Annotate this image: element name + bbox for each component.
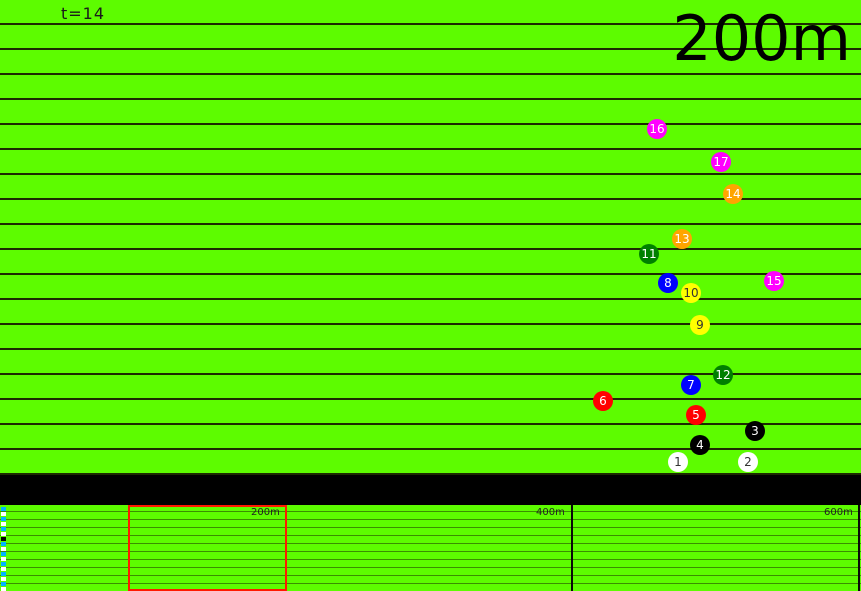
distance-readout: 200m [672, 2, 851, 75]
runner-6: 6 [593, 391, 613, 411]
minimap-runner-marker [1, 567, 6, 571]
runner-1: 1 [668, 452, 688, 472]
runner-13: 13 [672, 229, 692, 249]
minimap-lane-line [0, 583, 861, 584]
runner-15: 15 [764, 271, 784, 291]
lane-line [0, 473, 861, 475]
race-track: t=14 200m 1 2 3 4 5 6 7 8 9 10 11 12 13 14 15 16 17 [0, 0, 861, 475]
track-separator [0, 475, 861, 505]
lane-line [0, 198, 861, 200]
runner-3: 3 [745, 421, 765, 441]
minimap-lane-line [0, 519, 861, 520]
lane-line [0, 373, 861, 375]
minimap-runner-marker [1, 507, 6, 511]
minimap-runner-marker [1, 517, 6, 521]
minimap-viewport-frame[interactable] [128, 505, 287, 591]
minimap-runner-marker [1, 532, 6, 536]
runner-10: 10 [681, 283, 701, 303]
time-readout: t=14 [61, 4, 106, 23]
minimap-400m-marker [571, 505, 573, 591]
lane-line [0, 273, 861, 275]
minimap-lane-line [0, 527, 861, 528]
lane-line [0, 48, 861, 50]
minimap-label-600m: 600m [824, 507, 853, 518]
lane-line [0, 448, 861, 450]
lane-line [0, 323, 861, 325]
minimap-lane-line [0, 575, 861, 576]
lane-line [0, 148, 861, 150]
runner-7: 7 [681, 375, 701, 395]
lane-line [0, 248, 861, 250]
lane-line [0, 398, 861, 400]
lane-line [0, 98, 861, 100]
runner-12: 12 [713, 365, 733, 385]
minimap-lane-line [0, 567, 861, 568]
lane-line [0, 223, 861, 225]
minimap-runner-marker [1, 562, 6, 566]
minimap-runner-marker [1, 542, 6, 546]
minimap-lane-line [0, 551, 861, 552]
minimap-lane-line [0, 543, 861, 544]
runner-8: 8 [658, 273, 678, 293]
minimap-runner-marker [1, 522, 6, 526]
minimap-runner-marker [1, 527, 6, 531]
minimap-600m-marker [858, 505, 860, 591]
lane-line [0, 423, 861, 425]
minimap-label-400m: 400m [536, 507, 565, 518]
minimap-runner-marker [1, 577, 6, 581]
runner-11: 11 [639, 244, 659, 264]
lane-line [0, 348, 861, 350]
runner-17: 17 [711, 152, 731, 172]
minimap-runner-marker [1, 572, 6, 576]
minimap-runner-marker [1, 547, 6, 551]
minimap-runner-marker [1, 557, 6, 561]
minimap-runner-marker [1, 537, 6, 541]
runner-4: 4 [690, 435, 710, 455]
minimap-runner-marker [1, 512, 6, 516]
runner-14: 14 [723, 184, 743, 204]
minimap-runner-markers [0, 505, 7, 591]
minimap[interactable]: 200m 400m 600m [0, 505, 861, 591]
minimap-label-200m: 200m [251, 507, 280, 518]
lane-line [0, 123, 861, 125]
minimap-runner-marker [1, 587, 6, 591]
lane-line [0, 23, 861, 25]
minimap-lane-line [0, 559, 861, 560]
minimap-lane-line [0, 511, 861, 512]
minimap-runner-marker [1, 552, 6, 556]
runner-16: 16 [647, 119, 667, 139]
lane-line [0, 73, 861, 75]
minimap-lane-line [0, 535, 861, 536]
runner-9: 9 [690, 315, 710, 335]
minimap-runner-marker [1, 582, 6, 586]
lane-line [0, 298, 861, 300]
lane-line [0, 173, 861, 175]
runner-2: 2 [738, 452, 758, 472]
runner-5: 5 [686, 405, 706, 425]
